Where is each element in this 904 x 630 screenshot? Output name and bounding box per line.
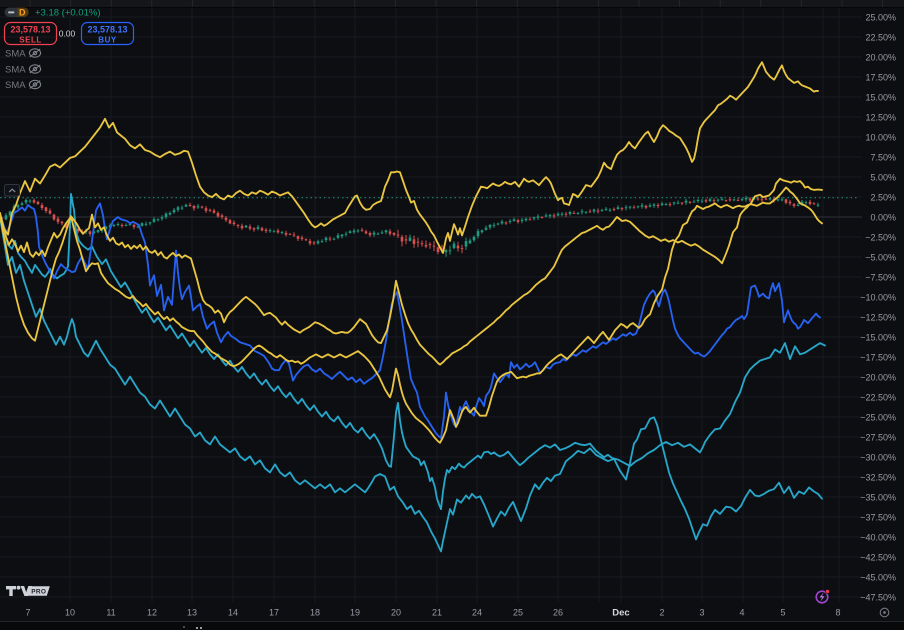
svg-text:14: 14: [228, 608, 238, 618]
svg-text:22.50%: 22.50%: [865, 33, 896, 43]
svg-text:8: 8: [835, 608, 840, 618]
svg-text:3: 3: [699, 608, 704, 618]
svg-text:Dec: Dec: [612, 608, 629, 619]
svg-text:−12.50%: −12.50%: [860, 313, 896, 323]
svg-text:10: 10: [65, 608, 75, 618]
svg-text:−32.50%: −32.50%: [860, 473, 896, 483]
svg-text:BUY: BUY: [98, 36, 117, 45]
svg-text:SMA: SMA: [5, 80, 26, 91]
svg-text:26: 26: [553, 608, 563, 618]
svg-text:0.00%: 0.00%: [870, 213, 896, 223]
svg-text:11: 11: [106, 608, 115, 618]
svg-text:D: D: [19, 8, 26, 18]
svg-text:20.00%: 20.00%: [865, 53, 896, 63]
svg-text:18: 18: [310, 608, 320, 618]
svg-text:−7.50%: −7.50%: [865, 273, 896, 283]
svg-text:−45.00%: −45.00%: [860, 573, 896, 583]
svg-text:13: 13: [187, 608, 197, 618]
svg-text:SELL: SELL: [19, 36, 41, 45]
svg-text:15.00%: 15.00%: [865, 93, 896, 103]
svg-text:+3.18 (+0.01%): +3.18 (+0.01%): [35, 8, 101, 19]
svg-text:10.00%: 10.00%: [865, 133, 896, 143]
svg-text:−5.00%: −5.00%: [865, 253, 896, 263]
svg-text:−17.50%: −17.50%: [860, 353, 896, 363]
svg-text:−30.00%: −30.00%: [860, 453, 896, 463]
svg-text:SMA: SMA: [5, 49, 26, 60]
svg-text:20: 20: [391, 608, 401, 618]
svg-text:17.50%: 17.50%: [865, 73, 896, 83]
svg-text:4: 4: [739, 608, 744, 618]
svg-text:12: 12: [147, 608, 157, 618]
svg-text:−40.00%: −40.00%: [860, 533, 896, 543]
svg-text:24: 24: [472, 608, 482, 618]
svg-text:−10.00%: −10.00%: [860, 293, 896, 303]
svg-text:−42.50%: −42.50%: [860, 553, 896, 563]
svg-text:21: 21: [432, 608, 442, 618]
svg-text:−2.50%: −2.50%: [865, 233, 896, 243]
svg-text:7.50%: 7.50%: [870, 153, 896, 163]
svg-text:PRO: PRO: [31, 589, 46, 596]
svg-text:−25.00%: −25.00%: [860, 413, 896, 423]
svg-text:19: 19: [350, 608, 360, 618]
svg-text:5.00%: 5.00%: [870, 173, 896, 183]
svg-text:5: 5: [780, 608, 785, 618]
svg-text:−15.00%: −15.00%: [860, 333, 896, 343]
svg-text:7: 7: [25, 608, 30, 618]
svg-text:25.00%: 25.00%: [865, 13, 896, 23]
svg-text:0.00: 0.00: [59, 29, 76, 39]
svg-text:−27.50%: −27.50%: [860, 433, 896, 443]
svg-text:23,578.13: 23,578.13: [87, 25, 127, 35]
svg-text:−47.50%: −47.50%: [860, 593, 896, 603]
svg-text:2.50%: 2.50%: [870, 193, 896, 203]
svg-text:−35.00%: −35.00%: [860, 493, 896, 503]
svg-text:SMA: SMA: [5, 65, 26, 76]
svg-text:2: 2: [659, 608, 664, 618]
svg-text:−20.00%: −20.00%: [860, 373, 896, 383]
svg-text:25: 25: [513, 608, 523, 618]
svg-text:12.50%: 12.50%: [865, 113, 896, 123]
svg-text:−22.50%: −22.50%: [860, 393, 896, 403]
svg-text:17: 17: [269, 608, 279, 618]
svg-text:23,578.13: 23,578.13: [10, 25, 50, 35]
svg-text:−37.50%: −37.50%: [860, 513, 896, 523]
